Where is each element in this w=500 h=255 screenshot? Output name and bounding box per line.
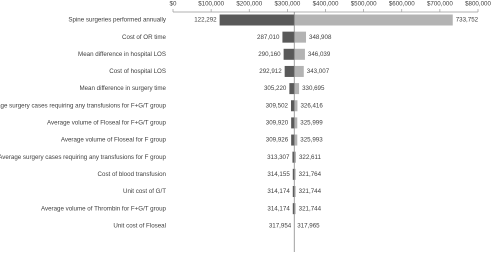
high-label: 348,908 — [309, 34, 332, 41]
high-label: 321,764 — [299, 171, 322, 178]
low-label: 309,502 — [266, 102, 289, 109]
category-label: Spine surgeries performed annually — [68, 17, 167, 24]
high-label: 317,965 — [297, 222, 320, 229]
low-bar — [292, 203, 295, 215]
low-bar — [291, 134, 295, 146]
low-label: 317,954 — [269, 222, 292, 229]
category-label: Unit cost of Floseal — [113, 222, 166, 229]
high-label: 321,744 — [299, 188, 322, 195]
low-label: 314,174 — [267, 205, 290, 212]
x-tick-label: $0 — [170, 1, 177, 8]
high-label: 346,039 — [308, 51, 331, 58]
high-bar — [294, 65, 304, 77]
low-bar — [284, 65, 295, 77]
high-label: 330,695 — [302, 85, 325, 92]
low-bar — [282, 31, 295, 43]
low-label: 313,307 — [267, 154, 290, 161]
high-label: 322,611 — [299, 154, 321, 161]
low-bar — [292, 168, 295, 180]
low-bar — [291, 117, 295, 129]
high-bar — [294, 168, 296, 180]
high-bar — [294, 203, 296, 215]
high-bar — [294, 14, 453, 26]
high-bar — [294, 117, 298, 129]
x-tick-label: $600,000 — [389, 1, 415, 8]
low-bar — [283, 48, 295, 60]
low-label: 309,926 — [266, 137, 289, 144]
x-tick-label: $700,000 — [427, 1, 453, 8]
x-tick-label: $100,000 — [198, 1, 224, 8]
low-bar — [219, 14, 295, 26]
low-bar — [292, 186, 295, 197]
low-label: 305,220 — [264, 85, 287, 92]
category-label: Average volume of Floseal for F+G/T grou… — [47, 120, 166, 127]
high-label: 733,752 — [456, 17, 479, 24]
high-bar — [294, 134, 298, 146]
low-label: 309,920 — [266, 120, 289, 127]
low-label: 290,160 — [258, 51, 281, 58]
low-bar — [292, 151, 295, 163]
high-bar — [294, 100, 298, 112]
high-bar — [294, 83, 300, 95]
low-bar — [289, 83, 295, 95]
low-label: 287,010 — [257, 34, 280, 41]
high-bar — [294, 48, 305, 60]
category-label: Cost of hospital LOS — [109, 68, 166, 75]
category-label: Average volume of Floseal for F group — [61, 137, 167, 144]
high-label: 343,007 — [307, 68, 330, 75]
x-tick-label: $800,000 — [465, 1, 491, 8]
high-label: 326,416 — [300, 102, 323, 109]
category-label: Unit cost of G/T — [123, 188, 166, 195]
low-label: 314,174 — [267, 188, 290, 195]
high-label: 325,993 — [300, 137, 323, 144]
low-label: 292,912 — [259, 68, 282, 75]
x-tick-label: $500,000 — [351, 1, 377, 8]
low-label: 122,292 — [194, 17, 217, 24]
low-label: 314,155 — [267, 171, 290, 178]
category-label: Cost of blood transfusion — [98, 171, 167, 178]
high-label: 325,999 — [300, 120, 323, 127]
category-label: Cost of OR time — [122, 34, 167, 41]
x-tick-label: $400,000 — [313, 1, 339, 8]
category-label: Average surgery cases requiring any tran… — [0, 154, 167, 161]
category-label: Mean difference in surgery time — [79, 85, 166, 92]
category-label: Average surgery cases requiring any tran… — [0, 102, 167, 109]
category-label: Mean difference in hospital LOS — [78, 51, 166, 58]
x-tick-label: $200,000 — [236, 1, 262, 8]
high-bar — [294, 151, 296, 163]
high-label: 321,744 — [299, 205, 322, 212]
high-bar — [294, 31, 307, 43]
low-bar — [290, 100, 295, 112]
category-label: Average volume of Thrombin for F+G/T gro… — [41, 205, 167, 212]
x-tick-label: $300,000 — [274, 1, 300, 8]
high-bar — [294, 186, 296, 197]
